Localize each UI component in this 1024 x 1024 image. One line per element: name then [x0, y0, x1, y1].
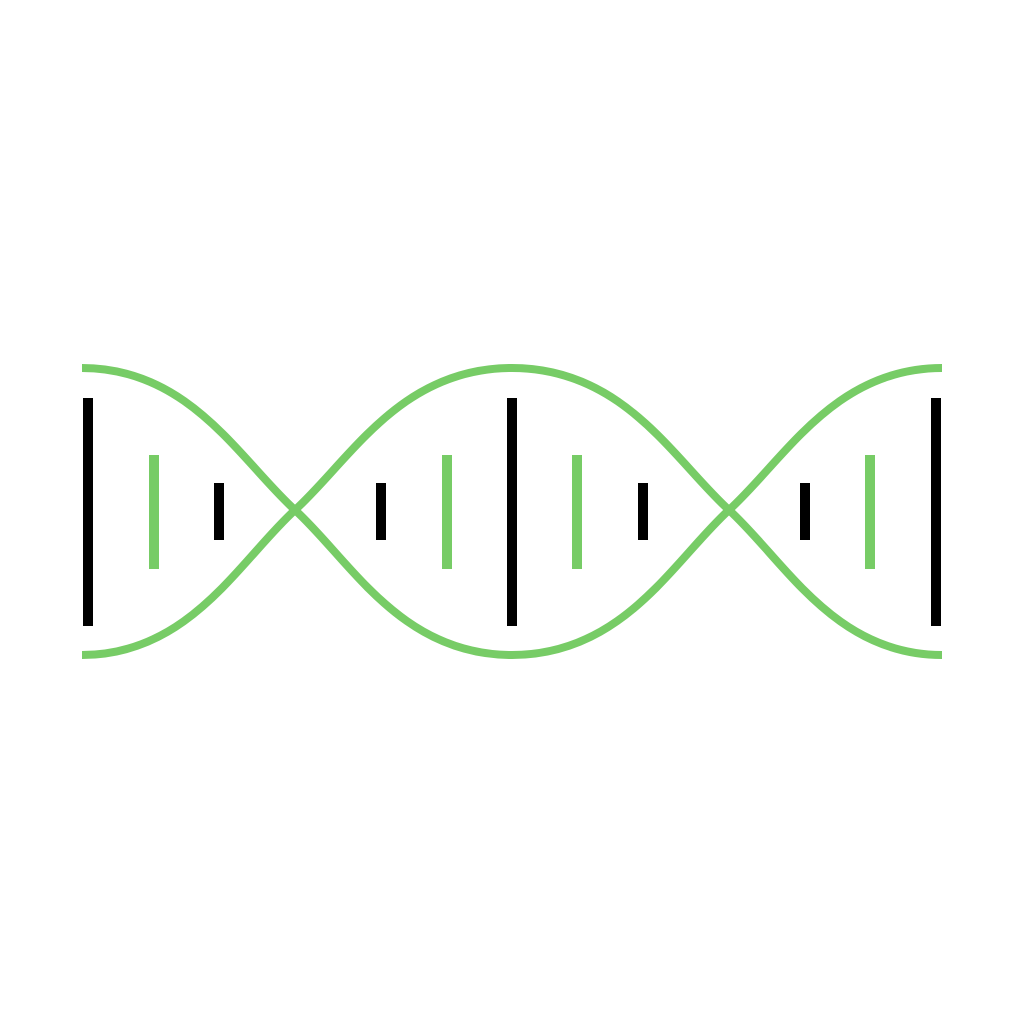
helix-strand-a: [81, 364, 943, 660]
helix-strand-b: [81, 363, 943, 659]
